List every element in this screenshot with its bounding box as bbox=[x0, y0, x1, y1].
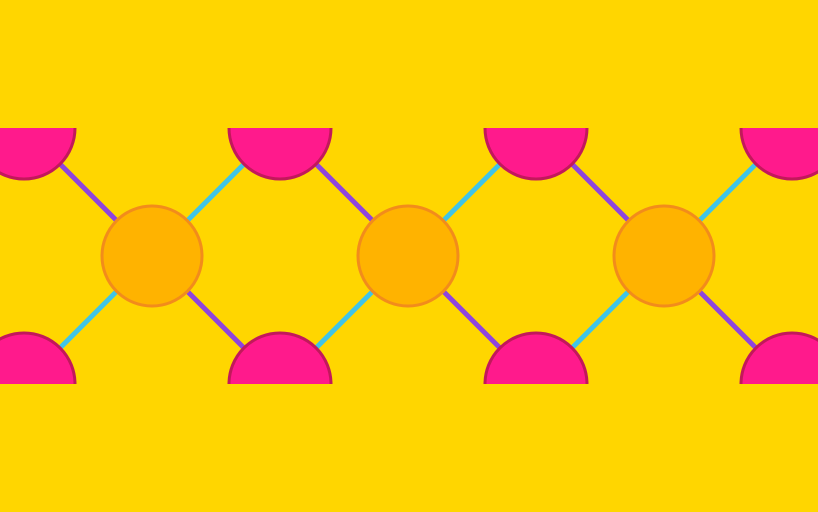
pink-half-circle-top bbox=[739, 128, 818, 181]
pink-half-circle-bottom bbox=[483, 331, 589, 384]
pink-half-circle-bottom bbox=[0, 331, 77, 384]
orange-node bbox=[356, 204, 460, 308]
pink-half-circle-top bbox=[0, 128, 77, 181]
orange-nodes-layer bbox=[100, 204, 716, 308]
orange-node bbox=[100, 204, 204, 308]
orange-node bbox=[612, 204, 716, 308]
pink-half-circles-layer bbox=[0, 128, 818, 384]
pink-half-circle-top bbox=[483, 128, 589, 181]
pink-half-circle-bottom bbox=[739, 331, 818, 384]
pink-half-circle-top bbox=[227, 128, 333, 181]
pink-half-circle-bottom bbox=[227, 331, 333, 384]
